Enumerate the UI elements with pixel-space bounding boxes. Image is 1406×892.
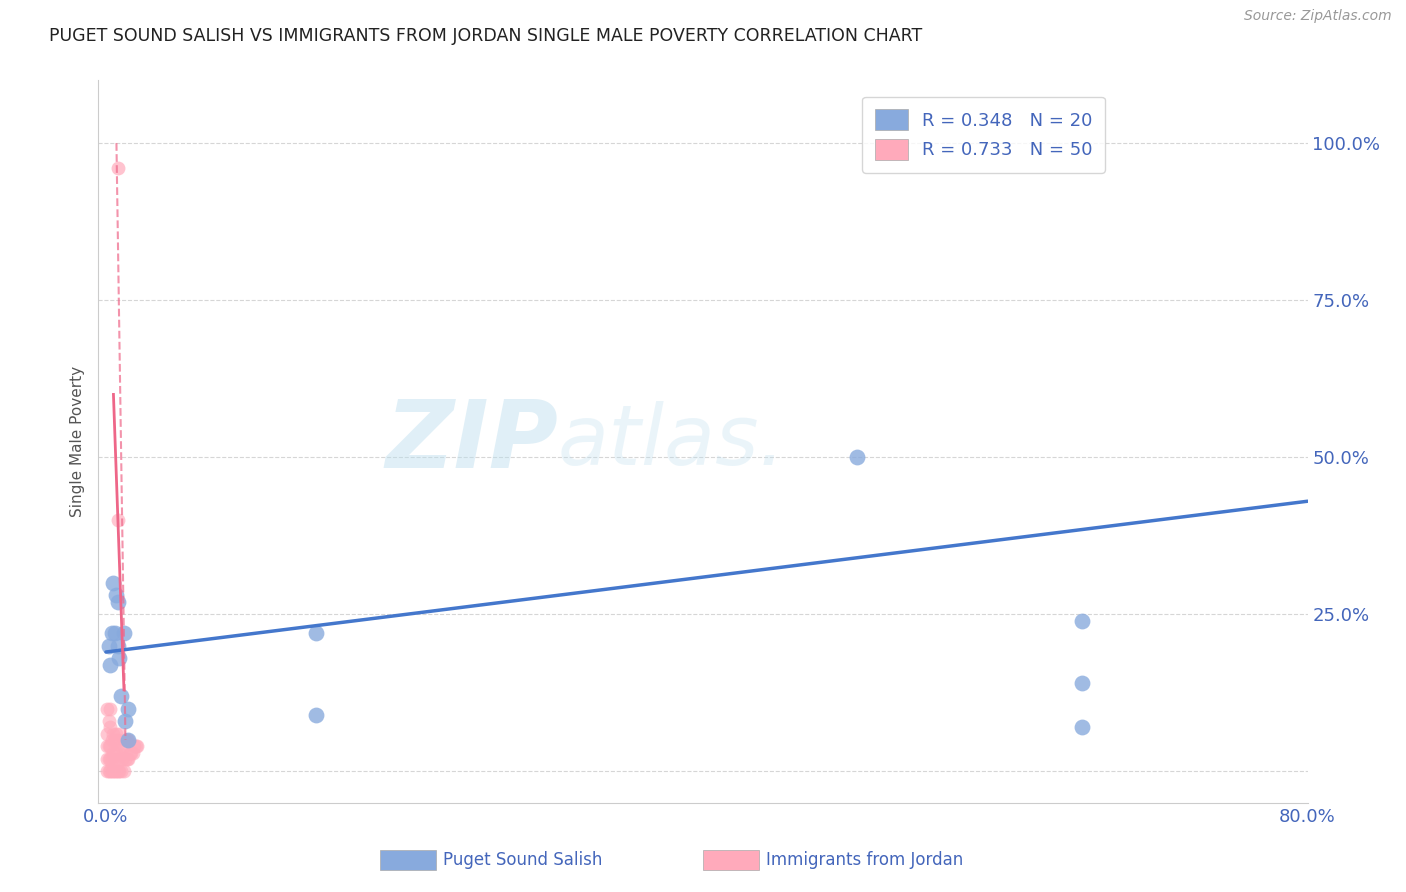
Text: ZIP: ZIP bbox=[385, 395, 558, 488]
Point bbox=[96, 764, 118, 779]
Point bbox=[107, 764, 129, 779]
Point bbox=[110, 689, 132, 703]
Point bbox=[107, 595, 129, 609]
Point bbox=[305, 707, 328, 722]
Text: Immigrants from Jordan: Immigrants from Jordan bbox=[766, 851, 963, 869]
Point bbox=[108, 746, 131, 760]
Point bbox=[1071, 614, 1094, 628]
Point bbox=[96, 752, 118, 766]
Point bbox=[105, 589, 128, 603]
Point bbox=[100, 764, 122, 779]
Point bbox=[115, 752, 138, 766]
Point bbox=[1071, 676, 1094, 690]
Point bbox=[110, 739, 132, 754]
Point bbox=[117, 733, 139, 747]
Point bbox=[97, 739, 120, 754]
Point bbox=[107, 639, 129, 653]
Text: atlas.: atlas. bbox=[558, 401, 786, 482]
Point bbox=[107, 513, 129, 527]
Point bbox=[112, 626, 135, 640]
Point bbox=[105, 764, 128, 779]
Point bbox=[127, 739, 149, 754]
Point bbox=[104, 733, 127, 747]
Point bbox=[100, 657, 122, 672]
Point bbox=[115, 733, 138, 747]
Point bbox=[107, 161, 129, 176]
Point bbox=[97, 752, 120, 766]
Text: Source: ZipAtlas.com: Source: ZipAtlas.com bbox=[1244, 9, 1392, 23]
Text: PUGET SOUND SALISH VS IMMIGRANTS FROM JORDAN SINGLE MALE POVERTY CORRELATION CHA: PUGET SOUND SALISH VS IMMIGRANTS FROM JO… bbox=[49, 27, 922, 45]
Point bbox=[103, 575, 125, 590]
Point bbox=[104, 626, 127, 640]
Point bbox=[124, 739, 146, 754]
Point bbox=[101, 752, 124, 766]
Point bbox=[97, 764, 120, 779]
Point bbox=[96, 739, 118, 754]
Point bbox=[101, 626, 124, 640]
Point bbox=[117, 733, 139, 747]
Point bbox=[100, 752, 122, 766]
Point bbox=[117, 752, 139, 766]
Point bbox=[105, 746, 128, 760]
Point bbox=[96, 727, 118, 741]
Point bbox=[97, 714, 120, 728]
Point bbox=[100, 701, 122, 715]
Point bbox=[112, 739, 135, 754]
Point bbox=[103, 764, 125, 779]
Point bbox=[97, 639, 120, 653]
Legend: R = 0.348   N = 20, R = 0.733   N = 50: R = 0.348 N = 20, R = 0.733 N = 50 bbox=[862, 96, 1105, 172]
Point bbox=[114, 714, 136, 728]
Point bbox=[103, 746, 125, 760]
Point bbox=[107, 733, 129, 747]
Point bbox=[100, 739, 122, 754]
Point bbox=[112, 764, 135, 779]
Point bbox=[105, 727, 128, 741]
Point bbox=[100, 720, 122, 734]
Point bbox=[125, 739, 148, 754]
Point bbox=[114, 733, 136, 747]
Point bbox=[118, 746, 141, 760]
Point bbox=[121, 746, 143, 760]
Y-axis label: Single Male Poverty: Single Male Poverty bbox=[70, 366, 86, 517]
Point bbox=[108, 651, 131, 665]
Point bbox=[108, 727, 131, 741]
Point bbox=[305, 626, 328, 640]
Point bbox=[101, 733, 124, 747]
Point bbox=[108, 764, 131, 779]
Point bbox=[846, 450, 869, 465]
Point bbox=[111, 752, 134, 766]
Point bbox=[122, 746, 145, 760]
Point bbox=[101, 764, 124, 779]
Point bbox=[1071, 720, 1094, 734]
Point bbox=[104, 752, 127, 766]
Point bbox=[117, 701, 139, 715]
Point bbox=[96, 701, 118, 715]
Point bbox=[110, 764, 132, 779]
Text: Puget Sound Salish: Puget Sound Salish bbox=[443, 851, 602, 869]
Point bbox=[114, 752, 136, 766]
Point bbox=[107, 752, 129, 766]
Point bbox=[103, 727, 125, 741]
Point bbox=[104, 764, 127, 779]
